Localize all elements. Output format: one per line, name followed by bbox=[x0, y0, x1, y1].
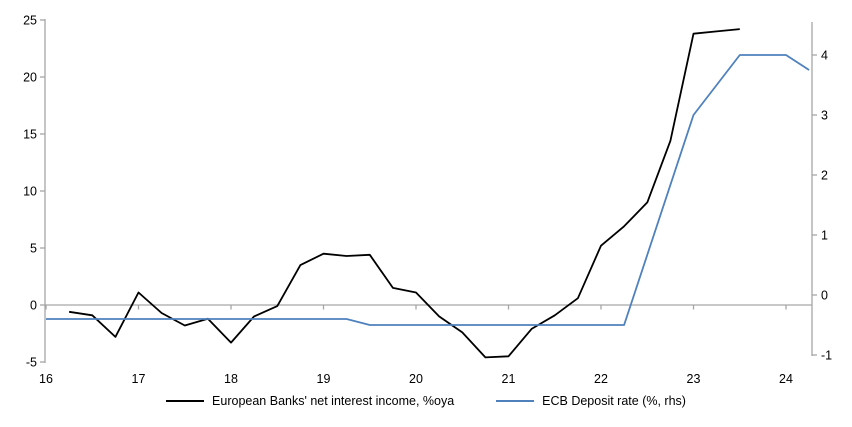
x-axis-tick-label: 16 bbox=[39, 372, 53, 386]
series-line-0 bbox=[68, 28, 740, 359]
series-lines bbox=[46, 28, 810, 359]
left-axis-tick-label: 5 bbox=[30, 241, 37, 255]
x-axis-tick-label: 18 bbox=[224, 372, 238, 386]
left-axis-tick-label: 0 bbox=[30, 298, 37, 312]
left-axis-tick-label: 10 bbox=[23, 184, 37, 198]
left-axis-tick-label: 25 bbox=[23, 13, 37, 27]
x-axis-tick-label: 17 bbox=[132, 372, 146, 386]
x-axis-tick-label: 19 bbox=[317, 372, 331, 386]
x-axis-tick-label: 21 bbox=[502, 372, 516, 386]
right-axis-tick-label: 0 bbox=[821, 288, 828, 302]
nii-line-swatch bbox=[166, 400, 205, 402]
right-axis-tick-label: 1 bbox=[821, 228, 828, 242]
legend-label-ecb: ECB Deposit rate (%, rhs) bbox=[542, 394, 686, 408]
right-axis-tick-label: 3 bbox=[821, 108, 828, 122]
left-axis-tick-label: -5 bbox=[26, 355, 37, 369]
x-axis-tick-label: 23 bbox=[687, 372, 701, 386]
legend-label-nii: European Banks' net interest income, %oy… bbox=[212, 394, 455, 408]
series-line-1 bbox=[46, 54, 810, 326]
x-axis-tick-label: 20 bbox=[409, 372, 423, 386]
left-axis-tick-label: 15 bbox=[23, 127, 37, 141]
legend-item-nii: European Banks' net interest income, %oy… bbox=[166, 394, 454, 408]
x-axis-tick-label: 22 bbox=[594, 372, 608, 386]
legend: European Banks' net interest income, %oy… bbox=[0, 394, 852, 408]
ecb-line-swatch bbox=[496, 400, 535, 402]
right-axis-tick-label: -1 bbox=[821, 348, 832, 362]
x-axis-tick-label: 24 bbox=[779, 372, 793, 386]
legend-item-ecb: ECB Deposit rate (%, rhs) bbox=[496, 394, 686, 408]
left-axis-tick-label: 20 bbox=[23, 70, 37, 84]
right-axis-tick-label: 2 bbox=[821, 168, 828, 182]
axes bbox=[40, 19, 817, 363]
right-axis-tick-label: 4 bbox=[821, 48, 828, 62]
